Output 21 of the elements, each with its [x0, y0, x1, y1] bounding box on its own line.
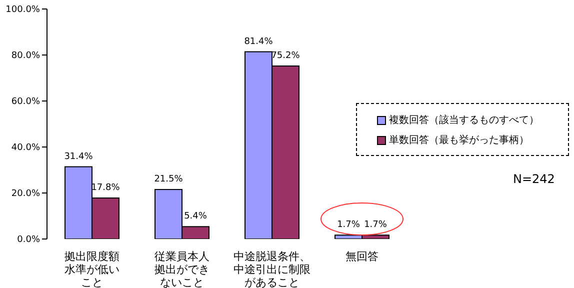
data-label: 75.2%	[271, 51, 300, 62]
x-tick-label: 拠出限度額水準が低いこと	[64, 250, 120, 288]
data-label: 1.7%	[364, 220, 388, 230]
y-tick-label: 100.0%	[6, 5, 40, 16]
data-label: 17.8%	[91, 183, 120, 194]
y-tick-label: 0.0%	[17, 235, 40, 246]
y-tick-label: 20.0%	[11, 189, 40, 200]
data-label: 1.7%	[337, 220, 360, 230]
text: N=242	[513, 172, 555, 186]
legend-label: 単数回答（最も挙がった事柄）	[389, 134, 529, 147]
x-tick-label: 中途脱退条件、中途引出に制限があること	[234, 250, 310, 288]
data-label: 81.4%	[244, 36, 274, 47]
y-tick-label: 60.0%	[11, 97, 40, 108]
data-label: 21.5%	[154, 174, 184, 185]
x-tick-label: 無回答	[346, 250, 378, 263]
x-tick-label: 従業員本人拠出ができないこと	[154, 250, 210, 288]
legend-label: 複数回答（該当するものすべて）	[389, 114, 539, 127]
y-tick-label: 40.0%	[11, 143, 40, 154]
data-label: 31.4%	[64, 152, 94, 162]
data-label: 5.4%	[184, 212, 208, 222]
y-tick-label: 80.0%	[11, 51, 40, 62]
